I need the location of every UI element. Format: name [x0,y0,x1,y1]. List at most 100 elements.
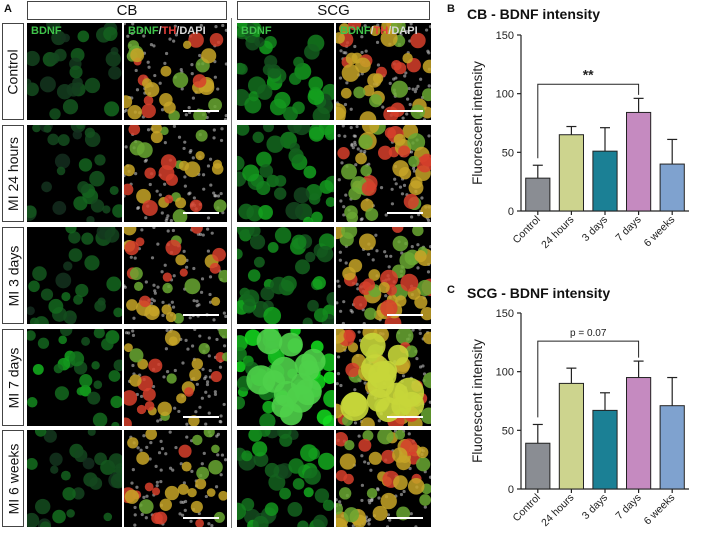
row-label: Control [2,23,24,120]
bar [592,150,618,212]
x-tick-label: 7 days [613,214,643,244]
x-tick-label: 3 days [580,492,610,522]
panel-letter-a: A [4,3,12,15]
scale-bar [183,110,219,112]
row-label-text: MI 7 days [5,347,22,408]
row-label-text: MI 6 weeks [5,443,21,514]
label-th: TH [373,25,389,37]
micrograph-tile: BDNF [27,23,122,120]
micrograph-tile: BDNF/TH/DAPI [124,23,227,120]
y-axis-label: Fluorescent intensity [470,61,485,185]
y-tick-label: 100 [496,367,514,379]
label-bdnf: BDNF [340,25,371,37]
micrograph-tile: BDNF [237,23,334,120]
y-axis-label: Fluorescent intensity [470,339,485,463]
x-tick-label: Control [510,492,542,524]
bar [626,111,652,212]
micrograph-tile [124,430,227,527]
scale-bar [183,517,219,519]
label-bdnf: BDNF [128,25,159,37]
label-th: TH [161,25,177,37]
x-tick-label: 24 hours [539,492,576,529]
y-tick-label: 50 [502,425,514,437]
micrograph-tile [336,430,431,527]
micrograph-tile [124,125,227,222]
x-tick-label: 3 days [580,214,610,244]
x-tick-label: 6 weeks [642,492,678,528]
bar [659,405,685,490]
label-bdnf: BDNF [31,25,62,37]
y-tick-label: 50 [502,147,514,159]
channel-label-bdnf: BDNF [241,25,272,37]
micrograph-tile [124,227,227,324]
chart-c-title: SCG - BDNF intensity [467,285,611,301]
label-separator: / [176,25,180,37]
row-label-text: MI 3 days [5,245,22,306]
scale-bar [387,212,423,214]
scale-bar [387,314,423,316]
y-tick-label: 100 [496,89,514,101]
scale-bar [387,517,423,519]
scale-bar [387,416,423,418]
label-dapi: DAPI [179,25,206,37]
bar [558,382,584,490]
chart-c: 0 50 100 150 Fluorescent intensity Control24 … [470,308,689,529]
scale-bar [183,314,219,316]
significance-bracket [537,340,640,418]
row-label: MI 24 hours [2,125,24,222]
group-divider [231,18,232,528]
y-tick-label: 150 [496,30,514,42]
label-separator: / [388,25,392,37]
micrograph-tile [237,227,334,324]
significance-label: p = 0.07 [570,328,607,339]
micrograph-tile [124,329,227,426]
label-dapi: DAPI [391,25,418,37]
label-separator: / [158,25,162,37]
row-label-text: MI 24 hours [5,136,21,211]
label-separator: / [370,25,374,37]
group-header-cb: CB [27,1,227,20]
channel-label-bdnf: BDNF [31,25,62,37]
bar [626,377,652,490]
bar [558,134,584,212]
micrograph-tile [237,430,334,527]
bar [525,177,551,212]
scale-bar [183,416,219,418]
row-label: MI 3 days [2,227,24,324]
scale-bar [183,212,219,214]
bar [659,163,685,212]
micrograph-tile [336,227,431,324]
x-tick-label: Control [510,214,542,246]
micrograph-tile [27,227,122,324]
group-header-scg: SCG [237,1,430,20]
y-tick-label: 0 [508,206,514,218]
row-label-text: Control [5,48,22,95]
row-label: MI 6 weeks [2,430,24,527]
significance-label: ** [583,66,594,82]
channel-label-merge: BDNF/TH/DAPI [340,25,418,37]
micrograph-tile [27,329,122,426]
channel-label-merge: BDNF/TH/DAPI [128,25,206,37]
panel-letter-c: C [447,284,455,296]
x-tick-label: 6 weeks [642,214,678,250]
bar [592,409,618,490]
micrograph-tile [237,329,334,426]
micrograph-tile [336,125,431,222]
y-tick-label: 0 [508,484,514,496]
y-tick-label: 150 [496,308,514,320]
micrograph-tile [27,430,122,527]
label-bdnf: BDNF [241,25,272,37]
micrograph-tile [336,329,431,426]
significance-bracket [537,83,640,159]
micrograph-tile: BDNF/TH/DAPI [336,23,431,120]
row-label: MI 7 days [2,329,24,426]
micrograph-tile [237,125,334,222]
x-tick-label: 24 hours [539,214,576,251]
micrograph-tile [27,125,122,222]
scale-bar [387,110,423,112]
chart-b-title: CB - BDNF intensity [467,6,600,22]
bar [525,442,551,490]
x-tick-label: 7 days [613,492,643,522]
chart-b: 0 50 100 150 Fluorescent intensity Control24 … [470,30,689,251]
panel-letter-b: B [447,3,455,15]
